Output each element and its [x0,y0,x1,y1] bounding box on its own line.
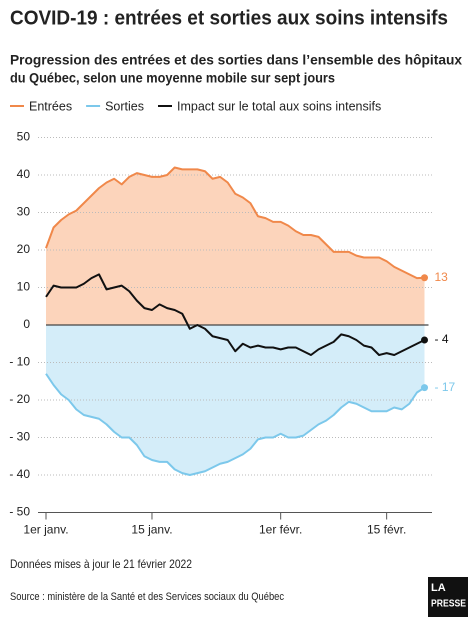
x-tick-label: 1er févr. [259,523,302,537]
y-tick-label: - 50 [9,505,30,519]
line [45,373,426,476]
value-label: 13 [435,270,449,284]
logo-box [428,577,468,617]
legend-label: Impact sur le total aux soins intensifs [177,99,381,113]
chart-title: COVID-19 : entrées et sorties aux soins … [10,7,448,29]
y-tick-label: 0 [23,317,30,331]
logo-text: LA [431,582,446,594]
legend-label: Sorties [105,99,144,113]
subtitle: Progression des entrées et des sorties d… [10,52,462,68]
logo-text: PRESSE [431,599,466,610]
y-tick-label: 50 [17,130,31,144]
x-tick-label: 15 janv. [131,523,172,537]
y-tick-label: - 30 [9,430,30,444]
area [46,167,425,325]
y-tick-label: - 20 [9,392,30,406]
value-label: - 4 [435,332,449,346]
x-tick-label: 1er janv. [23,523,68,537]
value-label: - 17 [435,380,456,394]
line [45,273,425,356]
y-tick-label: - 40 [9,467,30,481]
line [45,166,425,280]
x-tick-label: 15 févr. [367,523,406,537]
y-tick-label: 30 [17,205,31,219]
legend-label: Entrées [29,99,72,113]
end-point [421,274,428,282]
source: Source : ministère de la Santé et des Se… [10,591,284,603]
end-point [421,384,428,392]
note: Données mises à jour le 21 février 2022 [10,557,192,571]
subtitle: du Québec, selon une moyenne mobile sur … [10,70,335,86]
y-tick-label: - 10 [9,355,30,369]
end-point [421,336,428,344]
y-tick-label: 40 [17,167,31,181]
y-tick-label: 10 [17,280,31,294]
y-tick-label: 20 [17,242,31,256]
